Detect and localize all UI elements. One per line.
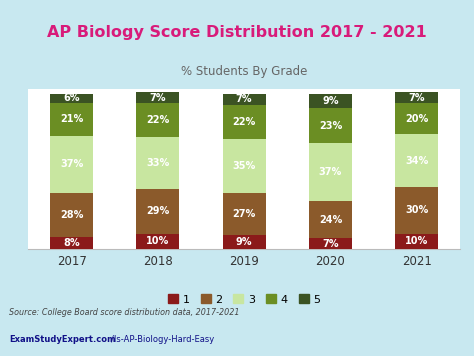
Text: 37%: 37%	[60, 159, 83, 169]
Text: 6%: 6%	[64, 93, 80, 103]
Text: 7%: 7%	[409, 93, 425, 103]
Text: 10%: 10%	[146, 236, 170, 246]
Text: 28%: 28%	[60, 210, 83, 220]
Text: 23%: 23%	[319, 121, 342, 131]
Bar	[309, 108, 352, 143]
Bar	[309, 201, 352, 238]
Text: 30%: 30%	[405, 205, 428, 215]
Text: ExamStudyExpert.com: ExamStudyExpert.com	[9, 335, 116, 344]
Bar	[136, 234, 179, 249]
Text: 33%: 33%	[146, 158, 170, 168]
Text: % Students By Grade: % Students By Grade	[181, 65, 307, 78]
Bar	[136, 92, 179, 103]
Bar	[136, 103, 179, 137]
Bar	[50, 103, 93, 136]
Text: /Is-AP-Biology-Hard-Easy: /Is-AP-Biology-Hard-Easy	[111, 335, 215, 344]
Bar	[50, 136, 93, 193]
Bar	[395, 187, 438, 234]
Text: 7%: 7%	[236, 94, 252, 104]
Text: 7%: 7%	[150, 93, 166, 103]
Bar	[223, 235, 265, 249]
Text: 22%: 22%	[232, 117, 256, 127]
Text: 22%: 22%	[146, 115, 170, 125]
Bar	[223, 105, 265, 139]
Text: AP Biology Score Distribution 2017 - 2021: AP Biology Score Distribution 2017 - 202…	[47, 25, 427, 40]
Bar	[309, 94, 352, 108]
Text: Source: College Board score distribution data, 2017-2021: Source: College Board score distribution…	[9, 308, 240, 317]
Text: 34%: 34%	[405, 156, 428, 166]
Bar	[50, 94, 93, 103]
Bar	[395, 103, 438, 134]
Text: 21%: 21%	[60, 114, 83, 124]
Bar	[309, 143, 352, 201]
Text: 27%: 27%	[232, 209, 256, 219]
Text: 24%: 24%	[319, 215, 342, 225]
Bar	[223, 139, 265, 193]
Bar	[395, 134, 438, 187]
Bar	[136, 189, 179, 234]
Bar	[395, 234, 438, 249]
Text: 8%: 8%	[63, 238, 80, 248]
Text: 35%: 35%	[232, 161, 256, 171]
Bar	[223, 193, 265, 235]
Bar	[50, 193, 93, 237]
Text: 37%: 37%	[319, 167, 342, 177]
Text: 7%: 7%	[322, 239, 338, 249]
Legend: 1, 2, 3, 4, 5: 1, 2, 3, 4, 5	[164, 290, 325, 309]
Text: 29%: 29%	[146, 206, 170, 216]
Bar	[50, 237, 93, 249]
Bar	[136, 137, 179, 189]
Text: 9%: 9%	[236, 237, 252, 247]
Text: 10%: 10%	[405, 236, 428, 246]
Text: 20%: 20%	[405, 114, 428, 124]
Bar	[309, 238, 352, 249]
Bar	[395, 92, 438, 103]
Text: 9%: 9%	[322, 96, 338, 106]
Bar	[223, 94, 265, 105]
